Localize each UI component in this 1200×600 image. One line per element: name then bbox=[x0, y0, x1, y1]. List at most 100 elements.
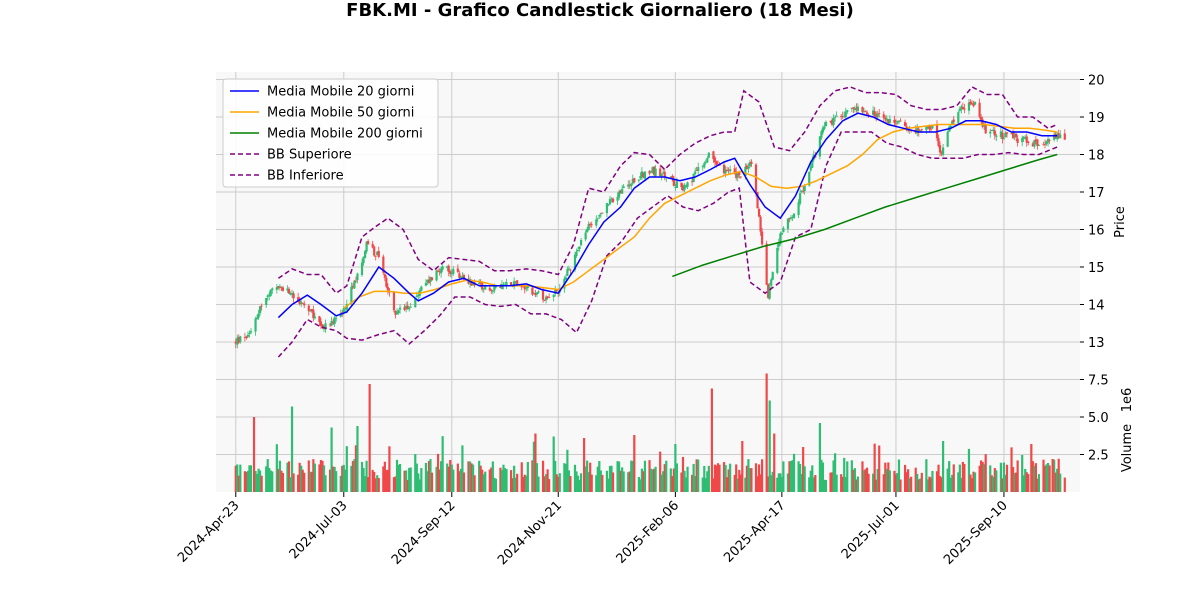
candle-body bbox=[374, 255, 377, 257]
volume-bar bbox=[371, 469, 374, 492]
candle-body bbox=[322, 328, 326, 330]
volume-bar bbox=[269, 470, 272, 492]
volume-bar bbox=[697, 459, 700, 492]
volume-bar bbox=[595, 475, 598, 492]
bb-lower-line bbox=[277, 131, 1058, 358]
candle-body bbox=[756, 192, 759, 209]
candle-body bbox=[984, 124, 987, 134]
candle-body bbox=[596, 217, 599, 219]
candle-body bbox=[940, 152, 943, 154]
candle-body bbox=[840, 116, 843, 117]
candle-body bbox=[712, 151, 715, 160]
candle-body bbox=[531, 287, 534, 295]
candle-body bbox=[513, 281, 516, 288]
volume-bar bbox=[610, 465, 613, 492]
candle-body bbox=[546, 296, 549, 299]
candle-body bbox=[619, 190, 622, 194]
price-axis-label: Price bbox=[1113, 206, 1128, 238]
legend-label: Media Mobile 50 giorni bbox=[267, 106, 414, 121]
candle-body bbox=[526, 286, 529, 289]
volume-bar bbox=[835, 474, 838, 492]
candle-body bbox=[903, 122, 907, 127]
candle-body bbox=[628, 184, 631, 186]
candle-body bbox=[260, 305, 263, 307]
candle-body bbox=[1031, 143, 1034, 147]
candle-body bbox=[1056, 134, 1059, 140]
volume-bar bbox=[543, 476, 546, 492]
candle-body bbox=[350, 286, 353, 304]
candle-body bbox=[427, 279, 431, 283]
candle-body bbox=[360, 262, 364, 275]
volume-bar bbox=[797, 461, 800, 492]
volume-bar bbox=[961, 461, 964, 492]
candle-body bbox=[683, 185, 686, 191]
volume-bar bbox=[654, 466, 657, 492]
candle-body bbox=[236, 337, 239, 345]
volume-bar bbox=[803, 466, 806, 492]
volume-bar bbox=[980, 460, 983, 492]
candle-body bbox=[843, 115, 846, 117]
volume-bar bbox=[532, 441, 536, 492]
volume-bar bbox=[908, 478, 911, 492]
volume-bar bbox=[882, 474, 885, 492]
candle-body bbox=[249, 331, 253, 333]
volume-bar bbox=[310, 472, 313, 492]
candle-body bbox=[394, 310, 397, 315]
volume-bar bbox=[669, 468, 672, 492]
candle-body bbox=[312, 309, 315, 319]
candle-body bbox=[458, 273, 461, 278]
volume-bar bbox=[824, 479, 828, 492]
volume-bar bbox=[252, 417, 256, 492]
volume-bar bbox=[897, 459, 901, 492]
candle-body bbox=[456, 268, 459, 272]
volume-bar bbox=[429, 459, 432, 492]
candle-body bbox=[779, 233, 782, 245]
candle-body bbox=[532, 293, 536, 295]
volume-bar bbox=[925, 459, 928, 492]
candle-body bbox=[754, 164, 758, 193]
candle-body bbox=[865, 112, 869, 115]
candle-body bbox=[300, 301, 303, 304]
candle-body bbox=[744, 166, 747, 177]
volume-bar bbox=[725, 477, 729, 492]
candle-body bbox=[398, 307, 402, 310]
candle-body bbox=[383, 274, 386, 278]
candle-body bbox=[246, 334, 250, 337]
candle-body bbox=[659, 168, 662, 177]
candle-body bbox=[278, 286, 281, 288]
volume-bar bbox=[745, 465, 748, 492]
candle-body bbox=[931, 124, 934, 129]
volume-bar bbox=[257, 468, 260, 492]
candle-body bbox=[735, 171, 738, 179]
volume-bar bbox=[1059, 473, 1062, 492]
candle-body bbox=[970, 103, 974, 105]
candle-body bbox=[608, 199, 612, 205]
volume-bar bbox=[631, 460, 634, 492]
volume-bar bbox=[575, 471, 578, 492]
volume-bar bbox=[505, 469, 508, 492]
volume-bar bbox=[441, 436, 444, 492]
candle-body bbox=[640, 171, 644, 177]
volume-bar bbox=[777, 473, 780, 492]
volume-bar bbox=[583, 438, 586, 492]
candle-body bbox=[1021, 138, 1024, 143]
volume-bar bbox=[287, 461, 291, 492]
volume-bar bbox=[332, 466, 335, 492]
candle-body bbox=[555, 289, 558, 292]
candle-body bbox=[829, 120, 832, 122]
x-tick-label: 2024-Jul-03 bbox=[287, 498, 351, 562]
volume-bar bbox=[686, 466, 689, 492]
candle-body bbox=[621, 188, 624, 194]
volume-bar bbox=[642, 471, 645, 492]
volume-bar bbox=[873, 443, 876, 492]
volume-bar bbox=[237, 475, 240, 492]
volume-bar bbox=[627, 472, 630, 492]
volume-bar bbox=[409, 467, 412, 492]
volume-bar bbox=[1011, 466, 1015, 492]
candle-body bbox=[745, 165, 748, 170]
volume-bar bbox=[750, 468, 753, 492]
candle-body bbox=[722, 164, 726, 174]
volume-bar bbox=[972, 471, 975, 492]
volume-bar bbox=[254, 470, 257, 492]
candle-body bbox=[960, 106, 963, 110]
